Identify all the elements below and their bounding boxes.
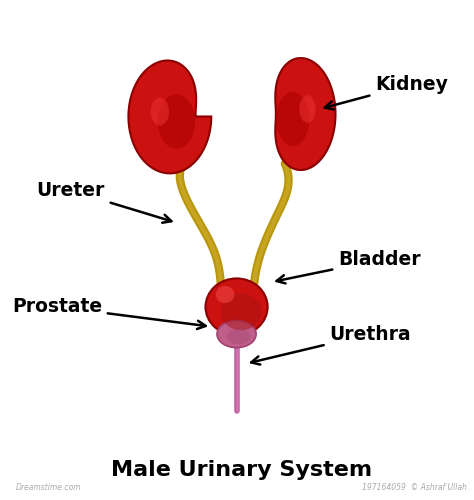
Text: Bladder: Bladder (276, 250, 420, 284)
Text: Prostate: Prostate (12, 298, 206, 329)
Ellipse shape (206, 278, 268, 336)
Ellipse shape (276, 92, 310, 146)
Text: Ureter: Ureter (36, 181, 172, 223)
Text: Dreamstime.com: Dreamstime.com (16, 484, 82, 492)
Polygon shape (128, 60, 211, 174)
Ellipse shape (158, 94, 195, 148)
Ellipse shape (227, 328, 251, 344)
Text: Urethra: Urethra (251, 324, 411, 364)
Polygon shape (275, 58, 336, 170)
Ellipse shape (300, 95, 316, 123)
Text: Male Urinary System: Male Urinary System (110, 460, 372, 480)
Ellipse shape (221, 294, 261, 331)
Ellipse shape (216, 286, 234, 303)
Ellipse shape (151, 98, 169, 126)
Text: 197164059  © Ashraf Ullah: 197164059 © Ashraf Ullah (362, 484, 466, 492)
Text: Kidney: Kidney (325, 75, 448, 110)
Ellipse shape (217, 320, 256, 347)
